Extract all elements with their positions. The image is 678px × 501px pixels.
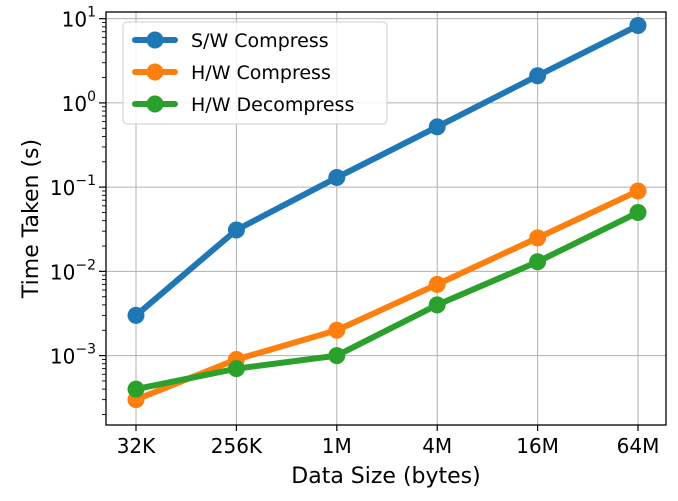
- data-point: [328, 169, 346, 187]
- data-point: [428, 118, 446, 136]
- series-line: [133, 187, 641, 403]
- y-tick-label: 100: [62, 89, 96, 116]
- legend-box: [122, 21, 388, 125]
- legend-swatch-marker: [146, 95, 164, 113]
- legend-label: H/W Decompress: [191, 94, 354, 116]
- data-point: [529, 229, 547, 247]
- x-axis-label: Data Size (bytes): [291, 464, 480, 489]
- legend-label: H/W Compress: [191, 62, 331, 84]
- y-axis-label: Time Taken (s): [19, 139, 44, 299]
- series-line: [133, 209, 641, 393]
- plot-frame: [105, 11, 667, 426]
- x-tick-label: 4M: [422, 434, 452, 458]
- y-tick-label: 101: [62, 5, 96, 32]
- x-tick-label: 32K: [117, 434, 156, 458]
- x-tick-label: 1M: [322, 434, 352, 458]
- legend-swatch-marker: [146, 31, 164, 49]
- data-point: [529, 67, 547, 85]
- data-point: [127, 380, 145, 398]
- x-tick-label: 64M: [617, 434, 660, 458]
- data-point: [328, 321, 346, 339]
- series-3: [127, 203, 647, 398]
- series-line: [133, 22, 641, 319]
- data-point: [428, 275, 446, 293]
- data-point: [227, 221, 245, 239]
- data-point: [629, 203, 647, 221]
- data-point: [328, 347, 346, 365]
- x-axis-ticks: 32K 256K 1M 4M 16M 64M: [117, 425, 660, 458]
- legend-label: S/W Compress: [191, 30, 329, 52]
- series-1: [127, 16, 647, 324]
- plot-series: [127, 16, 647, 409]
- data-point: [629, 16, 647, 34]
- y-tick-label: 10−1: [50, 173, 96, 200]
- y-tick-label: 10−2: [50, 257, 96, 284]
- legend: S/W Compress H/W Compress H/W Decompress: [122, 21, 388, 125]
- y-tick-label: 10−3: [50, 342, 96, 369]
- data-point: [428, 296, 446, 314]
- data-point: [629, 182, 647, 200]
- x-tick-label: 16M: [516, 434, 559, 458]
- data-point: [529, 253, 547, 271]
- y-axis-ticks: 10−3 10−2 10−1 100 101: [50, 5, 106, 415]
- legend-swatch-marker: [146, 63, 164, 81]
- x-tick-label: 256K: [211, 434, 263, 458]
- data-point: [127, 306, 145, 324]
- data-point: [227, 360, 245, 378]
